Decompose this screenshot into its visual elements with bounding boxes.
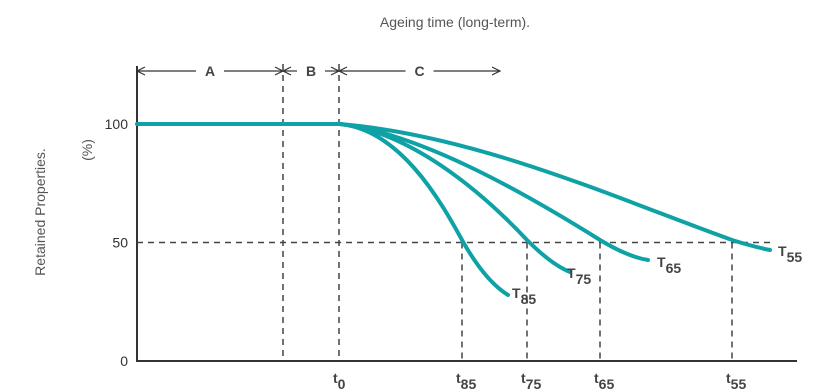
curve-T85 [338, 122, 510, 297]
x-tick-t75: t75 [521, 370, 541, 392]
arrowhead-right-2 [491, 66, 502, 76]
y-tick-100: 100 [105, 116, 129, 132]
y-tick-0: 0 [120, 353, 128, 369]
chart-title: Ageing time (long-term). [380, 14, 530, 30]
y-axis-label: Retained Properties. [32, 148, 48, 276]
region-label-a: A [205, 63, 215, 79]
series-label-T65: T65 [657, 254, 681, 276]
y-tick-50: 50 [112, 235, 128, 251]
region-arrows [135, 66, 502, 76]
series-label-T75: T75 [567, 265, 591, 287]
x-tick-t55: t55 [726, 370, 746, 392]
guide-lines [137, 64, 770, 361]
axes [136, 66, 797, 362]
y-axis-unit: (%) [79, 139, 95, 161]
region-label-b: B [306, 63, 316, 79]
curves [135, 122, 772, 297]
x-tick-t0: t0 [333, 370, 346, 392]
curve-T55 [338, 122, 772, 252]
x-tick-t85: t85 [456, 370, 476, 392]
arrowhead-left-2 [337, 66, 348, 76]
arrowhead-left-1 [281, 66, 292, 76]
region-label-c: C [414, 63, 424, 79]
x-tick-t65: t65 [594, 370, 614, 392]
series-label-T85: T85 [512, 285, 536, 307]
curve-T75 [338, 122, 572, 274]
curve-T65 [338, 122, 650, 262]
series-label-T55: T55 [778, 243, 802, 265]
labels: A B C 0 50 100 t0 t85 t75 t65 t55 T85 T75 T65 T55 [105, 63, 803, 392]
arrowhead-left-0 [135, 66, 146, 76]
